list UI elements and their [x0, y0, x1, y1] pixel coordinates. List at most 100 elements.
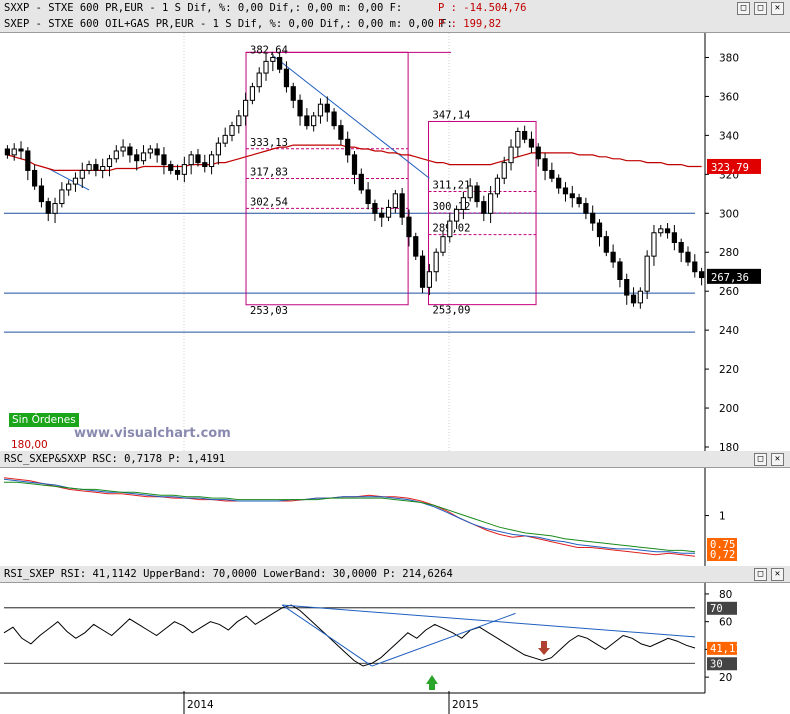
rsc-minimize-button[interactable]: □ [754, 453, 767, 466]
rsc-chart[interactable]: 10,750,72 [0, 468, 790, 566]
rsi-tick-label: 80 [719, 589, 732, 601]
min-price-label: 180,00 [11, 439, 48, 451]
rsc-close-button[interactable]: ✕ [771, 453, 784, 466]
fib-label-level-2: 317,83 [250, 167, 288, 179]
rsi-line [3, 604, 696, 667]
candle-body [32, 169, 38, 187]
candle-body [399, 193, 405, 218]
candle-body [678, 242, 684, 253]
candle-body [208, 154, 215, 168]
candle-body [188, 154, 194, 166]
candle-body [392, 193, 398, 208]
minimize-button[interactable]: □ [737, 2, 750, 15]
candle-body [52, 203, 58, 214]
rsi-upper-badge-text: 70 [710, 603, 723, 615]
candle-body [413, 236, 419, 257]
x-axis-label: 2014 [187, 699, 214, 711]
price-tick-label: 180 [719, 442, 739, 451]
candle-body [379, 212, 385, 218]
candle-body [311, 115, 317, 127]
x-axis-label: 2015 [452, 699, 479, 711]
rsc-series-green [4, 481, 696, 553]
rsc-badge-b-text: 0,72 [710, 549, 735, 561]
rsc-tick-label: 1 [719, 511, 726, 523]
candle-body [365, 189, 371, 205]
candle-body [324, 103, 330, 113]
fib-label-level-4: 311,21 [433, 179, 471, 191]
candle-body [127, 146, 133, 156]
candle-body [453, 208, 460, 222]
rsi-tick-label: 60 [719, 617, 732, 629]
rsi-value-badge [707, 641, 737, 655]
candle-body [569, 193, 575, 199]
price-tick-label: 360 [719, 91, 739, 103]
fib-label-high-2: 347,14 [433, 109, 471, 121]
candle-body [168, 164, 174, 171]
candle-body [406, 216, 412, 238]
main-panel-header: SXEP - STXE 600 OIL+GAS PR,EUR - 1 S Dif… [0, 16, 790, 33]
candle-body [18, 148, 24, 152]
candle-body [481, 201, 487, 214]
candle-body [297, 99, 303, 117]
candle-body [140, 152, 147, 162]
rsi-lower-badge-text: 30 [710, 658, 723, 670]
rsi-lower-badge [707, 657, 737, 671]
candle-body [698, 271, 705, 279]
price-tick-label: 380 [719, 52, 739, 64]
candle-body [433, 251, 439, 273]
candle-body [522, 130, 528, 140]
candle-body [542, 158, 548, 171]
fib-label-high-1: 382,64 [250, 44, 288, 56]
candle-body [174, 169, 181, 175]
candle-body [590, 212, 596, 224]
candle-body [290, 86, 296, 101]
candle-body [658, 228, 664, 234]
candle-body [596, 222, 603, 238]
close-button[interactable]: ✕ [771, 2, 784, 15]
rsi-trendline-2 [371, 612, 516, 667]
price-tick-label: 300 [719, 208, 739, 220]
candle-body [154, 148, 160, 156]
candle-body [488, 193, 494, 214]
candle-body [508, 146, 514, 164]
candle-body [617, 261, 623, 281]
candle-body [79, 169, 85, 179]
candle-body [651, 232, 657, 257]
candle-body [59, 189, 65, 205]
candle-body [236, 115, 242, 127]
watermark: www.visualchart.com [74, 426, 231, 441]
candle-body [447, 220, 453, 238]
price-tick-label: 200 [719, 403, 739, 415]
candle-body [603, 236, 609, 253]
orders-badge[interactable]: Sin Órdenes [9, 413, 79, 427]
candle-body [317, 103, 324, 117]
rsc-badge-b [707, 548, 737, 561]
candle-body [345, 138, 351, 156]
price-chart[interactable]: 180200220240260280300320340360380382,643… [0, 33, 790, 451]
maximize-button[interactable]: □ [754, 2, 767, 15]
rsi-minimize-button[interactable]: □ [754, 568, 767, 581]
rsi-trendline-1 [281, 604, 373, 667]
candle-body [358, 173, 364, 191]
price-tick-label: 260 [719, 286, 739, 298]
rsi-header-text: RSI_SXEP RSI: 41,1142 UpperBand: 70,0000… [4, 568, 453, 580]
candle-body [426, 271, 432, 288]
candle-body [610, 251, 616, 263]
rsi-close-button[interactable]: ✕ [771, 568, 784, 581]
candle-body [242, 99, 249, 117]
candle-body [351, 154, 358, 175]
window-titlebar: SXXP - STXE 600 PR,EUR - 1 S Dif, %: 0,0… [0, 0, 790, 17]
candle-body [134, 154, 140, 162]
candle-body [222, 134, 228, 144]
candle-body [576, 197, 582, 205]
last-price-badge-text: 267,36 [711, 272, 749, 284]
candle-body [637, 290, 643, 304]
candle-body [372, 203, 378, 214]
candle-body [440, 236, 446, 253]
buy-arrow-icon [426, 675, 438, 690]
candle-body [644, 255, 650, 292]
fib-label-low-1: 253,03 [250, 305, 288, 317]
window-title: SXXP - STXE 600 PR,EUR - 1 S Dif, %: 0,0… [4, 2, 403, 14]
